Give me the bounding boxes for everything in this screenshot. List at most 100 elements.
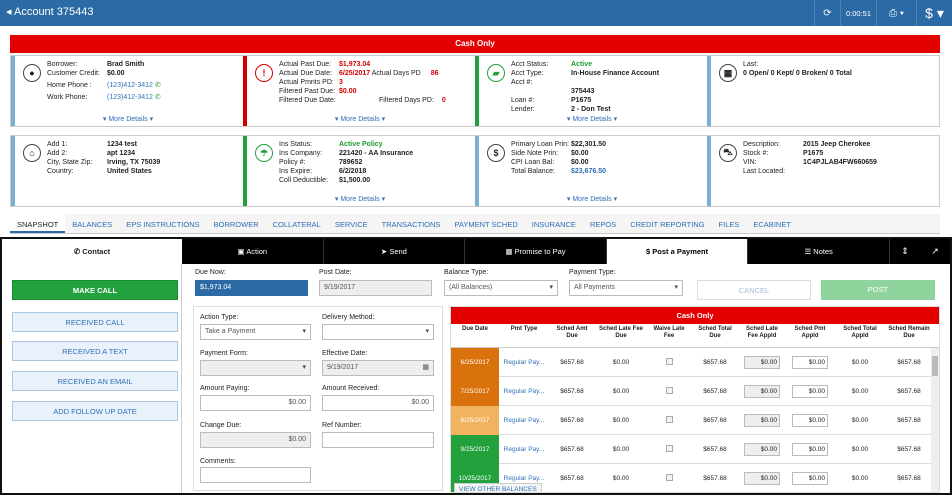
table-row[interactable]: 7/25/2017 Regular Pay... $657.68 $0.00 $657.… <box>451 376 939 406</box>
total-balance[interactable]: $23,676.50 <box>571 168 607 175</box>
phone-icon[interactable]: ✆ <box>154 82 161 89</box>
pmt-type-link[interactable]: Regular Pay... <box>503 445 545 453</box>
tab-eps-instructions[interactable]: EPS INSTRUCTIONS <box>126 220 200 229</box>
received-text-button[interactable]: RECEIVED A TEXT <box>12 341 178 361</box>
popout-icon[interactable]: ↗ <box>931 246 939 256</box>
label: Description: <box>743 141 780 148</box>
view-other-balances-button[interactable]: VIEW OTHER BALANCES <box>454 483 542 492</box>
col-pmt-appld[interactable]: Sched Pmt Appld <box>794 326 826 339</box>
due-now-label: Due Now: <box>195 269 226 276</box>
due-date-cell: 6/25/2017 <box>451 347 499 377</box>
waive-late-fee-checkbox[interactable] <box>665 386 673 394</box>
actual-days-pd: 86 <box>430 70 439 77</box>
collapse-icon[interactable]: ⇕ <box>901 246 909 256</box>
delivery-method-select[interactable] <box>322 324 434 340</box>
make-call-button[interactable]: MAKE CALL <box>12 280 178 300</box>
phone-icon[interactable]: ✆ <box>154 94 161 101</box>
tab-balances[interactable]: BALANCES <box>72 220 113 229</box>
col-remain-due[interactable]: Sched Remain Due <box>888 326 930 339</box>
work-phone[interactable]: (123)412-3412 <box>107 94 153 101</box>
payment-form-select[interactable] <box>200 360 311 376</box>
table-row[interactable]: 6/25/2017 Regular Pay... $657.68 $0.00 $657.… <box>451 347 939 377</box>
payment-type-select[interactable]: All Payments <box>569 280 683 296</box>
alert-icon: ! <box>255 64 273 82</box>
print-icon[interactable]: ⎙ ▾ <box>876 0 916 26</box>
more-details-link[interactable]: ▾ More Details ▾ <box>334 116 386 123</box>
tab-transactions[interactable]: TRANSACTIONS <box>381 220 441 229</box>
home-phone[interactable]: (123)412-3412 <box>107 82 153 89</box>
col-waive-late-fee[interactable]: Waive Late Fee <box>653 326 685 339</box>
post-a-payment-button[interactable]: $ Post a Payment <box>606 239 749 264</box>
amount-paying-input[interactable]: $0.00 <box>200 395 311 411</box>
pmt-appld-input[interactable]: $0.00 <box>792 442 828 456</box>
table-row[interactable]: 9/25/2017 Regular Pay... $657.68 $0.00 $657.… <box>451 434 939 464</box>
add-follow-up-button[interactable]: ADD FOLLOW UP DATE <box>12 401 178 421</box>
acct-number: 375443 <box>571 88 595 95</box>
contact-header[interactable]: ✆ Contact <box>2 239 182 264</box>
col-pmt-type[interactable]: Pmt Type <box>510 326 538 332</box>
tab-ecabinet[interactable]: ECABINET <box>753 220 791 229</box>
account-title[interactable]: ◂ Account 375443 <box>6 6 94 18</box>
tab-insurance[interactable]: INSURANCE <box>531 220 576 229</box>
waive-late-fee-checkbox[interactable] <box>665 415 673 423</box>
pmt-appld-input[interactable]: $0.00 <box>792 471 828 485</box>
late-fee-appld-input[interactable]: $0.00 <box>744 442 780 456</box>
tab-repos[interactable]: REPOS <box>589 220 617 229</box>
pmt-type-link[interactable]: Regular Pay... <box>503 474 545 482</box>
action-button[interactable]: ▣ Action <box>182 239 324 264</box>
col-late-fee-appld[interactable]: Sched Late Fee Appld <box>745 326 778 339</box>
received-email-button[interactable]: RECEIVED AN EMAIL <box>12 371 178 391</box>
dollar-menu-icon[interactable]: $ ▾ <box>916 0 952 26</box>
more-details-link[interactable]: ▾ More Details ▾ <box>566 196 618 203</box>
comments-input[interactable] <box>200 467 311 483</box>
tab-borrower[interactable]: BORROWER <box>213 220 259 229</box>
pmt-appld-input[interactable]: $0.00 <box>792 355 828 369</box>
tab-payment-sched[interactable]: PAYMENT SCHED <box>454 220 518 229</box>
tab-files[interactable]: FILES <box>718 220 740 229</box>
send-button[interactable]: ➤ Send <box>324 239 466 264</box>
col-sched-amt-due[interactable]: Sched Amt Due <box>556 326 588 339</box>
pmt-appld-input[interactable]: $0.00 <box>792 384 828 398</box>
filtered-days-pd: 0 <box>441 97 446 104</box>
more-details-link[interactable]: ▾ More Details ▾ <box>566 116 618 123</box>
grid-scrollbar[interactable] <box>931 348 939 492</box>
ref-number-input[interactable] <box>322 432 434 448</box>
calendar-icon[interactable]: ▦ <box>422 364 429 371</box>
late-fee-appld-input[interactable]: $0.00 <box>744 384 780 398</box>
pmt-type-link[interactable]: Regular Pay... <box>503 416 545 424</box>
summary-row-1: ● Borrower: Brad Smith Customer Credit: $0… <box>10 55 940 127</box>
col-total-appld[interactable]: Sched Total Appld <box>843 326 877 339</box>
waive-late-fee-checkbox[interactable] <box>665 444 673 452</box>
col-due-date[interactable]: Due Date <box>461 326 488 332</box>
pmt-type-link[interactable]: Regular Pay... <box>503 358 545 366</box>
more-details-link[interactable]: ▾ More Details ▾ <box>102 116 154 123</box>
action-bar: ▣ Action ➤ Send ▦ Promise to Pay $ Post … <box>182 239 950 264</box>
pmt-type-link[interactable]: Regular Pay... <box>503 387 545 395</box>
cancel-button[interactable]: CANCEL <box>697 280 811 300</box>
col-sched-total-due[interactable]: Sched Total Due <box>698 326 732 339</box>
promise-to-pay-button[interactable]: ▦ Promise to Pay <box>465 239 607 264</box>
waive-late-fee-checkbox[interactable] <box>665 473 673 481</box>
late-fee-appld-input[interactable]: $0.00 <box>744 471 780 485</box>
col-late-fee-due[interactable]: Sched Late Fee Due <box>598 326 643 339</box>
post-button[interactable]: POST <box>821 280 935 300</box>
effective-date-field[interactable]: 9/19/2017 ▦ <box>322 360 434 376</box>
table-row[interactable]: 8/25/2017 Regular Pay... $657.68 $0.00 $657.… <box>451 405 939 435</box>
pmt-appld-input[interactable]: $0.00 <box>792 413 828 427</box>
balance-type-select[interactable]: (All Balances) <box>444 280 558 296</box>
tab-service[interactable]: SERVICE <box>334 220 368 229</box>
received-call-button[interactable]: RECEIVED CALL <box>12 312 178 332</box>
waive-late-fee-checkbox[interactable] <box>665 357 673 365</box>
late-fee-appld-input[interactable]: $0.00 <box>744 413 780 427</box>
label: Add 1: <box>47 141 68 148</box>
action-type-select[interactable]: Take a Payment <box>200 324 311 340</box>
tab-collateral[interactable]: COLLATERAL <box>272 220 321 229</box>
tab-snapshot[interactable]: SNAPSHOT <box>10 214 66 233</box>
more-details-link[interactable]: ▾ More Details ▾ <box>334 196 386 203</box>
notes-button[interactable]: ☰ Notes <box>748 239 890 264</box>
scroll-thumb[interactable] <box>932 356 938 376</box>
refresh-icon[interactable]: ⟳ <box>814 0 840 26</box>
amount-received-input[interactable]: $0.00 <box>322 395 434 411</box>
tab-credit-reporting[interactable]: CREDIT REPORTING <box>630 220 705 229</box>
late-fee-appld-input[interactable]: $0.00 <box>744 355 780 369</box>
